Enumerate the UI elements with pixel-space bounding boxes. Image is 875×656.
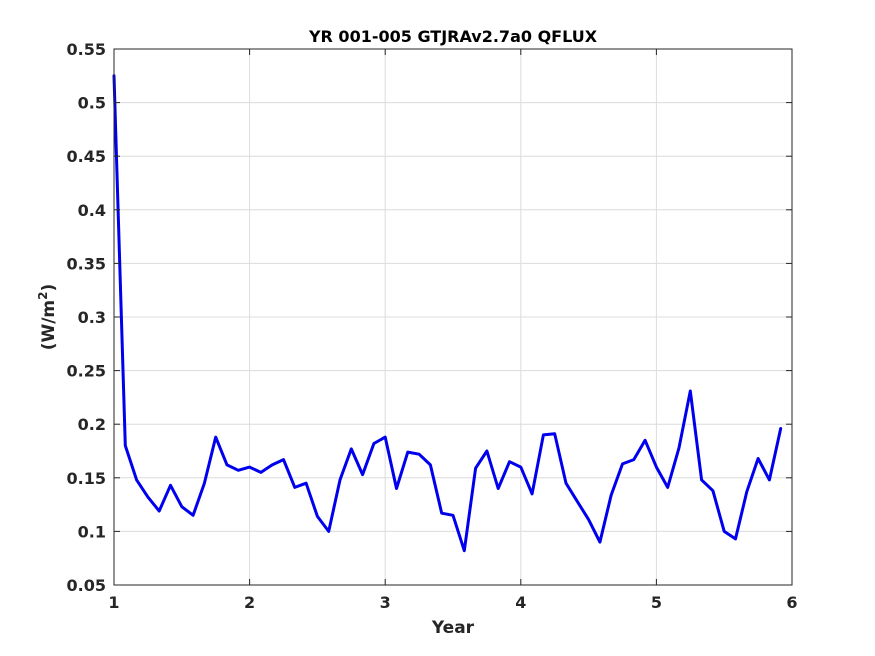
- y-tick-label: 0.25: [67, 362, 106, 381]
- x-tick-label: 6: [786, 593, 797, 612]
- y-axis-ticks: 0.05 0.1 0.15 0.2 0.25 0.3 0.35 0.4 0.45 0.5 0.55: [67, 40, 792, 595]
- y-tick-label: 0.5: [78, 94, 106, 113]
- y-tick-label: 0.3: [78, 308, 106, 327]
- y-tick-label: 0.05: [67, 576, 106, 595]
- y-axis-label: (W/m2): [36, 284, 59, 351]
- y-tick-label: 0.1: [78, 522, 106, 541]
- y-axis-label-superscript: 2: [36, 291, 50, 299]
- y-tick-label: 0.55: [67, 40, 106, 59]
- y-tick-label: 0.45: [67, 147, 106, 166]
- x-tick-label: 4: [515, 593, 526, 612]
- qflux-series-line: [112, 74, 783, 553]
- x-tick-label: 5: [651, 593, 662, 612]
- x-axis-ticks: 1 2 3 4 5 6: [108, 49, 798, 612]
- y-tick-label: 0.4: [78, 201, 106, 220]
- x-tick-label: 1: [108, 593, 119, 612]
- y-tick-label: 0.35: [67, 254, 106, 273]
- y-tick-label: 0.15: [67, 469, 106, 488]
- horizontal-grid-lines: [114, 102, 792, 532]
- y-axis-label-close: ): [39, 284, 59, 292]
- chart-title: YR 001-005 GTJRAv2.7a0 QFLUX: [308, 27, 598, 46]
- x-axis-label: Year: [431, 618, 475, 638]
- y-tick-label: 0.2: [78, 415, 106, 434]
- x-tick-label: 2: [244, 593, 255, 612]
- y-axis-label-unit: (W/m: [39, 300, 59, 350]
- x-tick-label: 3: [380, 593, 391, 612]
